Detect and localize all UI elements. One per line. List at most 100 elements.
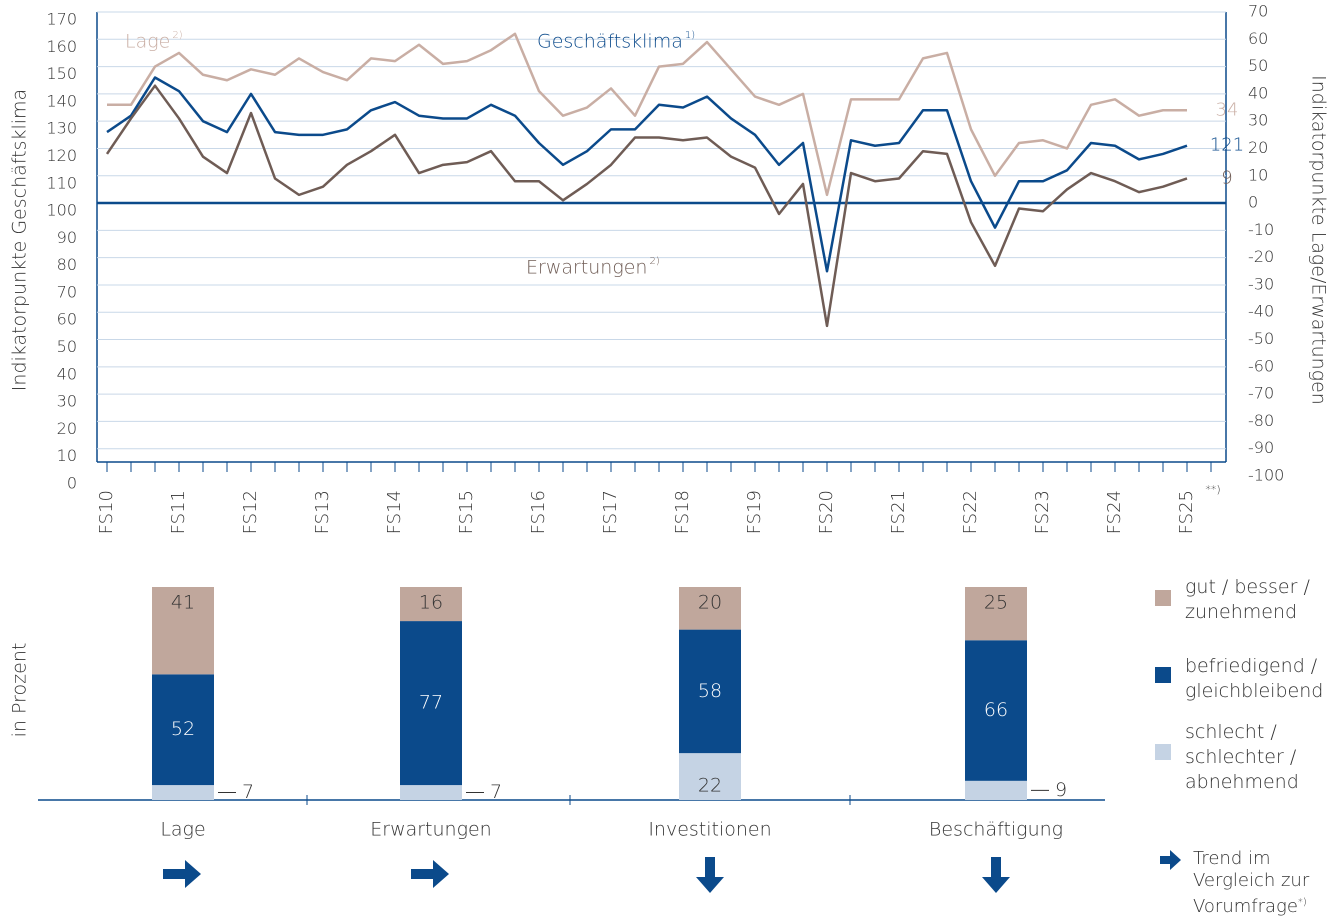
y2-tick-label: -70 [1248,384,1274,403]
y-tick-label: 110 [46,173,77,192]
bar-segment [965,640,1027,781]
trend-legend: Trend im Vergleich zur Vorumfrage*) [1193,848,1310,917]
x-tick-label: FS17 [600,490,621,534]
y2-tick-label: -50 [1248,329,1274,348]
bar-label: 7 [242,781,254,803]
legend-label: gut / besser / zunehmend [1185,576,1310,623]
y2-tick-label: -10 [1248,220,1274,239]
x-tick-label: FS10 [96,490,117,534]
bar-segment [679,753,741,800]
y2-axis-title: Indikatorpunkte Lage/Erwartungen [1308,75,1330,405]
bar-label: 22 [698,775,722,797]
x-tick-label: Beschäftigung [929,819,1063,841]
y-tick-label: 100 [46,201,77,220]
y-tick-label: 0 [67,474,77,493]
y-tick-label: 60 [57,310,77,329]
x-tick-label: FS13 [312,490,333,534]
series-label: Geschäftsklima [537,31,683,53]
bar-segment [965,780,1027,800]
x-tick-label: FS25 [1176,490,1197,534]
series-line [106,76,1188,273]
x-tick-label: FS21 [888,490,909,534]
y-tick-label: 160 [46,37,77,56]
y2-tick-label: -100 [1248,466,1284,485]
x-tick-label: Lage [160,819,205,841]
trend-arrow [982,857,1010,893]
y-axis-title: Indikatorpunkte Geschäftsklima [9,89,31,391]
legend-label: schlecht / schlechter / abnehmend [1185,721,1299,793]
y-tick-label: 50 [57,337,77,356]
series-label: Lage [125,31,170,53]
series-note: 2) [649,256,659,267]
y-tick-label: 20 [57,419,77,438]
end-label: 9 [1221,167,1232,188]
x-tick-label: FS23 [1032,490,1053,534]
bar-label: 52 [171,718,195,740]
bar-segment [152,674,214,786]
y2-tick-label: 0 [1248,193,1258,212]
bar-label: 7 [490,781,502,803]
legend-arrow [1160,850,1181,870]
y2-tick-label: 60 [1248,29,1268,48]
trend-arrow [163,860,201,888]
legend-swatch [1155,590,1171,606]
y-tick-label: 120 [46,146,77,165]
x-tick-label: FS19 [744,490,765,534]
series-line [105,84,1188,328]
x-tick-label: FS24 [1104,490,1125,534]
x-tick-label: FS11 [168,490,189,534]
x-tick-label: FS15 [456,490,477,534]
y2-tick-label: 70 [1248,2,1268,21]
y2-tick-label: -90 [1248,438,1274,457]
series-note: 2) [172,30,182,41]
bar-segment [400,587,462,622]
trend-note: *) [1297,897,1307,908]
end-label: 121 [1210,135,1244,156]
y-tick-label: 10 [57,446,77,465]
bar-segment [152,785,214,800]
y2-tick-label: 10 [1248,165,1268,184]
y-tick-label: 140 [46,91,77,110]
x-tick-label: Investitionen [648,819,771,841]
legend-label: befriedigend / gleichbleibend [1185,655,1324,702]
bar-label: 9 [1055,779,1067,801]
y2-tick-label: 40 [1248,83,1268,102]
y2-tick-label: 20 [1248,138,1268,157]
x-tick-label: Erwartungen [370,819,491,841]
x-tick-label: FS16 [528,490,549,534]
bar-segment [679,587,741,630]
y2-tick-label: 30 [1248,111,1268,130]
x-tick-label: FS14 [384,490,405,534]
end-label: 34 [1216,99,1239,120]
y-tick-label: 70 [57,282,77,301]
series-line [107,32,1187,197]
bar-segment [400,785,462,800]
legend-swatch [1155,744,1171,760]
x-tick-label: FS20 [816,490,837,534]
bar-label: 77 [419,692,443,714]
y2-tick-label: -60 [1248,356,1274,375]
y-tick-label: 40 [57,364,77,383]
bar-y-title: in Prozent [9,643,31,738]
bar-segment [152,587,214,675]
trend-arrow [411,860,449,888]
y-tick-label: 90 [57,228,77,247]
y2-tick-label: -80 [1248,411,1274,430]
bar-label: 16 [419,592,443,614]
bar-label: 66 [984,699,1008,721]
series-note: 1) [685,30,695,41]
x-tick-label: FS18 [672,490,693,534]
y-tick-label: 130 [46,119,77,138]
bar-label: 41 [171,592,195,614]
x-tick-label: FS22 [960,490,981,534]
bar-segment [400,621,462,786]
trend-arrow [696,857,724,893]
legend-swatch [1155,667,1171,683]
series-label: Erwartungen [526,257,647,279]
y2-tick-label: 50 [1248,56,1268,75]
bar-label: 20 [698,592,722,614]
y2-tick-label: -30 [1248,274,1274,293]
x-tick-label: **) [1205,483,1220,496]
